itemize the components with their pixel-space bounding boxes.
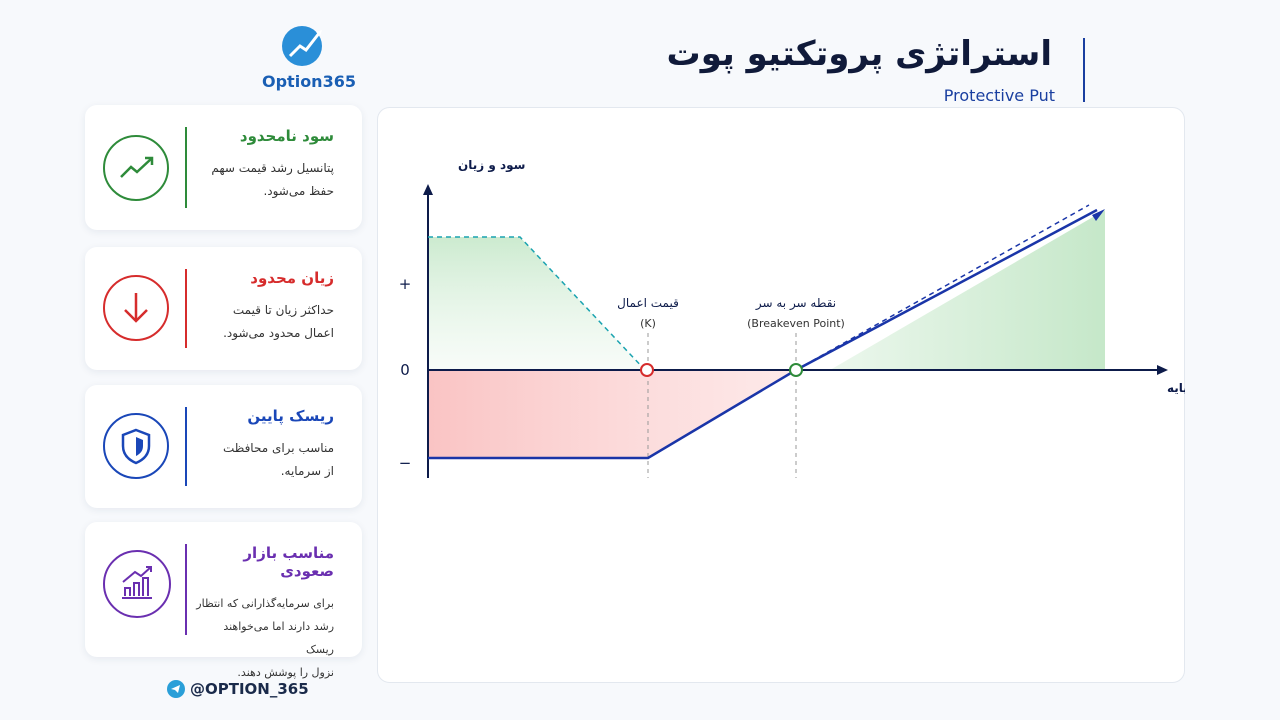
card-icon	[103, 275, 169, 341]
card-text: برای سرمایه‌گذارانی که انتظار	[196, 597, 334, 610]
logo-icon	[282, 26, 322, 66]
card: زیان محدود حداکثر زیان تا قیمت اعمال محدود…	[85, 247, 362, 370]
y-label: +	[399, 275, 412, 293]
payoff-diagram: سود و زیان قیمت دارایی پایه + 0 − قیمت ا…	[377, 107, 1185, 683]
breakeven-sub: (Breakeven Point)	[747, 317, 845, 330]
footer-handle: @OPTION_365	[190, 680, 309, 698]
card-text: از سرمایه.	[280, 464, 334, 478]
card-title: سود نامحدود	[239, 127, 334, 145]
card-title: زیان محدود	[250, 269, 334, 287]
y-axis-label: سود و زیان	[458, 158, 525, 173]
title-rule	[1083, 38, 1085, 102]
card-text: حفظ می‌شود.	[263, 184, 334, 198]
card-text: رشد دارند اما می‌خواهند ریسک	[223, 620, 334, 656]
subtitle: Protective Put	[943, 86, 1055, 105]
card: سود نامحدود پتانسیل رشد قیمت سهم حفظ می‌شو…	[85, 105, 362, 230]
y-label: 0	[400, 361, 410, 379]
card-title: مناسب بازار صعودی	[243, 544, 334, 580]
card-text: پتانسیل رشد قیمت سهم	[211, 161, 334, 175]
breakeven-label: نقطه سر به سر	[755, 296, 836, 311]
card: مناسب بازار صعودی برای سرمایه‌گذارانی که …	[85, 522, 362, 679]
telegram-icon	[167, 680, 185, 698]
strike-label: قیمت اعمال	[617, 296, 679, 310]
card-icon	[103, 413, 169, 479]
card-icon	[103, 550, 171, 618]
title: استراتژی پروتکتیو پوت	[666, 34, 1052, 74]
card-text: مناسب برای محافظت	[222, 441, 334, 455]
card-title: ریسک پایین	[247, 407, 334, 425]
card: ریسک پایین مناسب برای محافظت از سرمایه.	[85, 385, 362, 508]
card-text: نزول را پوشش دهند.	[237, 666, 334, 679]
x-axis-label: قیمت دارایی پایه	[1167, 381, 1185, 395]
card-icon	[103, 135, 169, 201]
y-label: −	[399, 454, 412, 472]
strike-sub: (K)	[640, 317, 656, 330]
card-text: اعمال محدود می‌شود.	[223, 326, 334, 340]
logo-text: Option365	[262, 72, 356, 91]
card-text: حداکثر زیان تا قیمت	[232, 303, 334, 317]
